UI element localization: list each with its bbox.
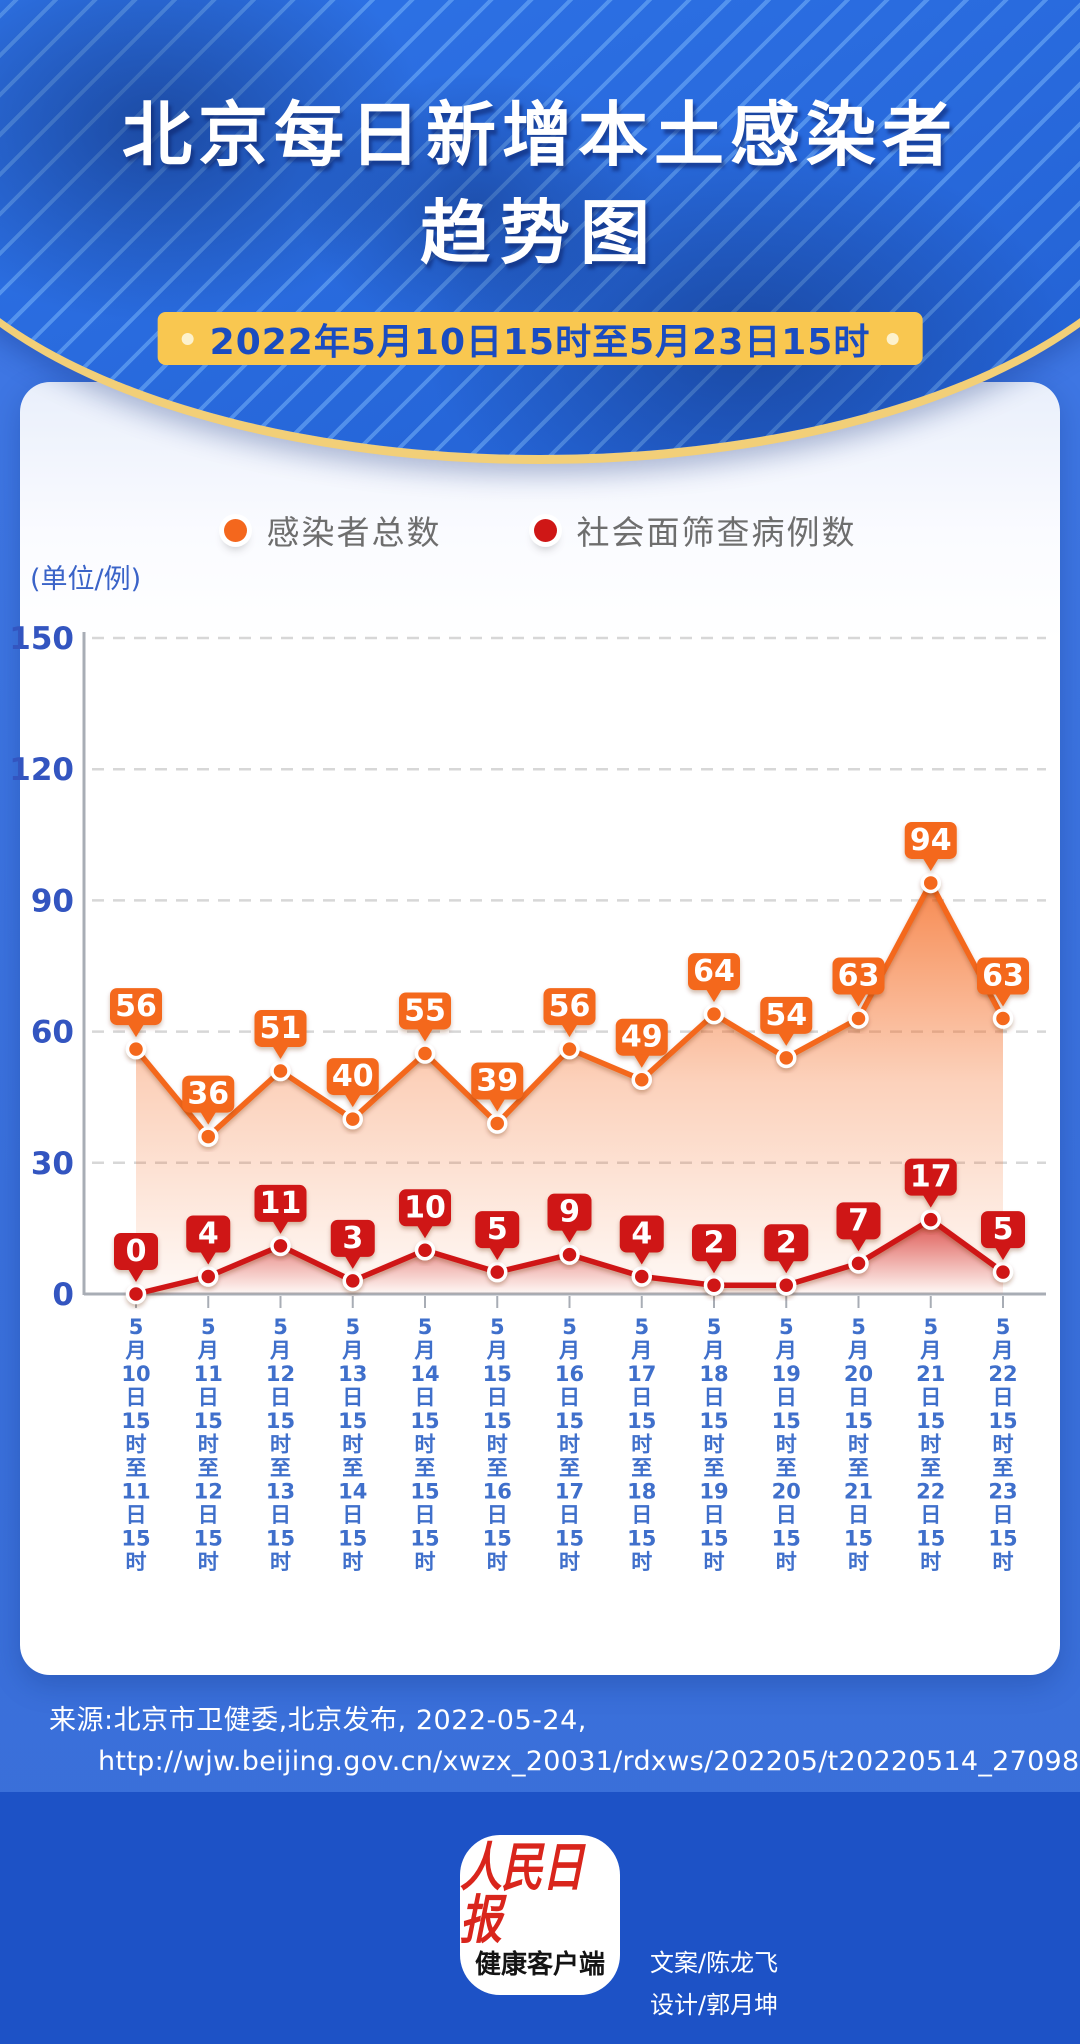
svg-text:51: 51 <box>260 1011 302 1046</box>
date-range-text: 2022年5月10日15时至5月23日15时 <box>209 321 871 363</box>
svg-text:55: 55 <box>404 993 446 1028</box>
page-title-line2: 趋势图 <box>420 192 660 274</box>
svg-text:2: 2 <box>704 1225 725 1260</box>
badge-left-dot-icon <box>181 332 194 345</box>
svg-text:90: 90 <box>31 883 74 919</box>
svg-text:40: 40 <box>332 1059 374 1094</box>
hero-striped-header <box>0 0 1080 455</box>
svg-text:7: 7 <box>848 1203 869 1238</box>
svg-text:36: 36 <box>187 1077 229 1112</box>
credits: 文案/陈龙飞 设计/郭月坤 <box>650 1942 778 2026</box>
svg-text:30: 30 <box>31 1146 74 1182</box>
credit-designer: 设计/郭月坤 <box>650 1991 779 2019</box>
badge-right-dot-icon <box>886 332 899 345</box>
legend-dot-orange-icon <box>223 518 247 542</box>
date-range-badge: 2022年5月10日15时至5月23日15时 <box>157 312 923 365</box>
svg-text:63: 63 <box>838 959 880 994</box>
svg-text:10: 10 <box>404 1190 446 1225</box>
svg-text:64: 64 <box>693 954 735 989</box>
svg-text:5: 5 <box>487 1212 508 1247</box>
credit-writer: 文案/陈龙飞 <box>650 1949 779 1977</box>
page-title: 北京每日新增本土感染者 趋势图 <box>0 100 1080 268</box>
svg-text:0: 0 <box>52 1277 74 1313</box>
svg-text:150: 150 <box>9 621 74 657</box>
logo-subtitle-text: 健康客户端 <box>474 1950 605 1980</box>
svg-text:11: 11 <box>260 1186 302 1221</box>
svg-text:56: 56 <box>115 989 157 1024</box>
svg-text:5: 5 <box>993 1212 1014 1247</box>
legend-dot-red-icon <box>533 518 557 542</box>
source-line: 来源:北京市卫健委,北京发布, 2022-05-24, <box>49 1705 587 1736</box>
peoples-daily-health-logo: 人民日报 健康客户端 <box>460 1835 620 1995</box>
svg-text:63: 63 <box>982 959 1024 994</box>
svg-text:94: 94 <box>910 823 952 858</box>
svg-text:9: 9 <box>559 1195 580 1230</box>
legend-item-community: 社会面筛查病例数 <box>533 506 857 554</box>
svg-text:2: 2 <box>776 1225 797 1260</box>
legend-label-community: 社会面筛查病例数 <box>576 513 857 552</box>
source-note: 来源:北京市卫健委,北京发布, 2022-05-24, http://wjw.b… <box>0 1698 1080 1777</box>
svg-text:54: 54 <box>765 998 807 1033</box>
svg-text:17: 17 <box>910 1160 952 1195</box>
page-title-line1: 北京每日新增本土感染者 <box>122 94 958 176</box>
chart-legend: 感染者总数 社会面筛查病例数 <box>0 506 1080 554</box>
svg-text:0: 0 <box>126 1234 147 1269</box>
source-url: http://wjw.beijing.gov.cn/xwzx_20031/rdx… <box>98 1746 1080 1777</box>
svg-text:4: 4 <box>198 1217 219 1252</box>
svg-text:56: 56 <box>549 989 591 1024</box>
legend-item-total: 感染者总数 <box>223 506 442 554</box>
svg-text:3: 3 <box>342 1221 363 1256</box>
svg-text:(单位/例): (单位/例) <box>30 564 141 595</box>
svg-text:39: 39 <box>476 1063 518 1098</box>
svg-text:120: 120 <box>9 752 74 788</box>
legend-label-total: 感染者总数 <box>266 513 442 552</box>
svg-text:4: 4 <box>631 1217 652 1252</box>
logo-calligraphy-text: 人民日报 <box>460 1836 584 1951</box>
svg-text:49: 49 <box>621 1020 663 1055</box>
svg-text:60: 60 <box>31 1015 74 1051</box>
